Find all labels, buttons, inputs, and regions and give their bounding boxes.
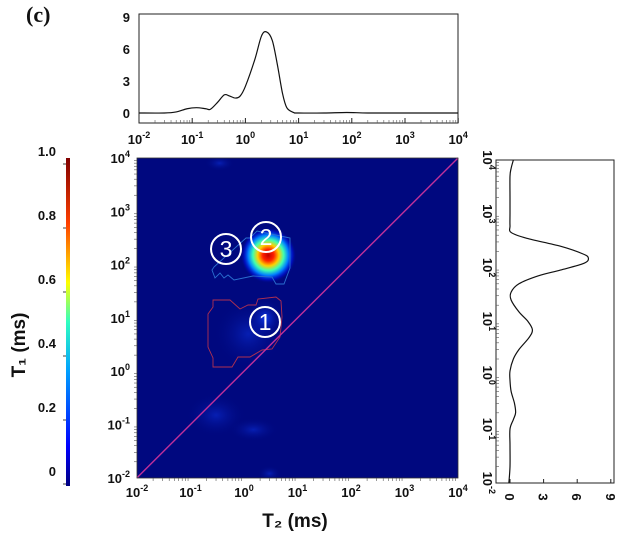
x-tick-label: 104 bbox=[448, 483, 467, 500]
peak-3-label: 3 bbox=[220, 236, 233, 262]
colorbar-tick-label: 0.4 bbox=[38, 336, 57, 351]
peak-2-3-contour bbox=[211, 230, 291, 285]
peak-2-marker bbox=[250, 221, 282, 253]
faint-signal bbox=[228, 417, 279, 442]
y-tick-label: 0 bbox=[123, 106, 130, 121]
y-tick-label: 9 bbox=[123, 10, 130, 25]
colorbar-gradient bbox=[66, 158, 70, 486]
y-tick-label: 102 bbox=[480, 258, 497, 277]
y-tick-label: 6 bbox=[123, 42, 130, 57]
t2-distribution-plot: 10-2 10-1 100 101 102 103 104 0 3 6 9 bbox=[123, 10, 468, 147]
x-tick-label: 104 bbox=[448, 130, 467, 147]
peak-1-signal bbox=[247, 298, 284, 339]
faint-signal bbox=[204, 158, 235, 172]
y-tick-label: 103 bbox=[111, 202, 130, 219]
y-tick-label: 103 bbox=[480, 204, 497, 223]
x-tick-label: 103 bbox=[395, 483, 414, 500]
y-tick-label: 104 bbox=[111, 149, 130, 166]
peak-1-label: 1 bbox=[259, 309, 272, 335]
y-tick-label: 10-2 bbox=[108, 469, 130, 486]
x-tick-label: 103 bbox=[395, 130, 414, 147]
amp-tick-label: 3 bbox=[536, 493, 551, 500]
x-axis-label: T₂ (ms) bbox=[262, 511, 327, 532]
x-tick-label: 10-2 bbox=[126, 483, 148, 500]
intensity-layer bbox=[186, 158, 297, 478]
y-tick-label: 101 bbox=[480, 312, 497, 331]
x-tick-label: 101 bbox=[288, 483, 307, 500]
x-tick-label: 10-1 bbox=[181, 130, 203, 147]
x-tick-label: 100 bbox=[236, 130, 255, 147]
x-tick-label: 102 bbox=[342, 130, 361, 147]
peak-3-marker bbox=[210, 233, 242, 265]
y-tick-label: 100 bbox=[111, 362, 130, 379]
x-tick-label: 10-2 bbox=[128, 130, 150, 147]
colorbar-tick-label: 0 bbox=[49, 464, 56, 479]
y-tick-label: 104 bbox=[480, 150, 497, 169]
y-axis-label: T₁ (ms) bbox=[9, 313, 30, 378]
y-tick-label: 10-1 bbox=[480, 418, 497, 440]
t1-t2-map: 1 2 3 10-2 10-1 100 101 102 103 104 10-2 10-1 100 101… bbox=[108, 149, 468, 500]
colorbar-tick-label: 0.8 bbox=[38, 208, 56, 223]
amp-tick-label: 6 bbox=[569, 493, 584, 500]
colorbar-tick-label: 0.2 bbox=[38, 400, 56, 415]
x-tick-label: 101 bbox=[289, 130, 308, 147]
peak-1-marker bbox=[249, 306, 281, 338]
x-tick-label: 10-1 bbox=[179, 483, 201, 500]
x-tick-label: 100 bbox=[234, 483, 253, 500]
colorbar-tick-label: 1.0 bbox=[38, 144, 56, 159]
y-tick-label: 101 bbox=[111, 309, 130, 326]
peak-2-signal bbox=[240, 227, 297, 284]
y-tick-label: 102 bbox=[111, 256, 130, 273]
panel-label: (c) bbox=[26, 2, 50, 27]
y-tick-label: 10-1 bbox=[108, 416, 130, 433]
amp-tick-label: 9 bbox=[603, 493, 618, 500]
peak-2-label: 2 bbox=[260, 224, 273, 250]
amp-tick-label: 0 bbox=[502, 493, 517, 500]
colorbar-tick-label: 0.6 bbox=[38, 272, 56, 287]
t1-distribution-plot: 10-2 10-1 100 101 102 103 104 0 3 6 9 bbox=[480, 150, 618, 500]
plot-frame bbox=[138, 13, 459, 124]
y-tick-label: 100 bbox=[480, 365, 497, 384]
t2-curve bbox=[138, 31, 459, 114]
t1-curve bbox=[508, 159, 590, 483]
x-tick-label: 102 bbox=[341, 483, 360, 500]
peak-1-contour bbox=[207, 296, 283, 368]
diagonal-line bbox=[136, 157, 459, 479]
colorbar: 0 0.2 0.4 0.6 0.8 1.0 bbox=[38, 144, 70, 486]
faint-signal bbox=[257, 465, 282, 478]
map-frame bbox=[136, 157, 459, 479]
plot-frame bbox=[495, 159, 615, 484]
y-tick-label: 10-2 bbox=[480, 472, 497, 494]
y-tick-label: 3 bbox=[123, 74, 130, 89]
